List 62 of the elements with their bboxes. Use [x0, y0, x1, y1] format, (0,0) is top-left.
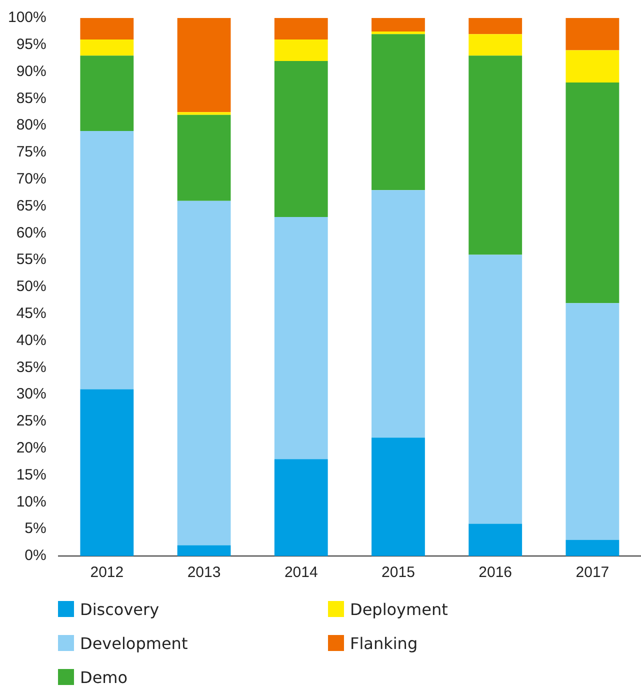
x-tick-label: 2015: [382, 564, 415, 582]
y-tick-label: 45%: [16, 305, 46, 322]
bar: [274, 40, 328, 62]
y-tick-label: 50%: [16, 278, 46, 296]
y-tick-label: 40%: [16, 332, 46, 349]
y-tick-label: 35%: [16, 358, 46, 376]
y-tick-label: 20%: [16, 440, 46, 457]
bar: [177, 545, 231, 556]
bar: [177, 112, 231, 115]
bar: [80, 130, 134, 390]
bar: [566, 50, 620, 83]
bar: [80, 389, 134, 556]
legend-label: Demo: [80, 668, 128, 686]
bar: [80, 56, 134, 131]
legend-label: Development: [80, 634, 188, 652]
bar: [274, 18, 328, 40]
bar: [566, 18, 620, 50]
bar: [274, 61, 328, 218]
bar: [80, 18, 134, 40]
x-tick-label: 2012: [90, 564, 124, 582]
bar: [177, 114, 231, 201]
y-tick-label: 60%: [16, 224, 46, 242]
bar: [468, 254, 522, 524]
bar: [372, 438, 425, 556]
bar: [566, 303, 620, 540]
y-tick-label: 85%: [16, 90, 46, 107]
bar: [468, 34, 522, 56]
bar: [566, 540, 620, 556]
y-tick-label: 30%: [16, 386, 46, 403]
bar: [177, 200, 231, 546]
y-tick-label: 80%: [16, 116, 46, 134]
bar: [372, 18, 425, 32]
bar: [468, 18, 522, 34]
y-tick-label: 25%: [16, 412, 46, 430]
y-tick-label: 0%: [24, 547, 46, 564]
bar: [468, 56, 522, 255]
bar: [274, 459, 328, 556]
y-tick-label: 95%: [16, 36, 46, 54]
bar: [177, 18, 231, 112]
bar: [372, 190, 425, 438]
bar: [372, 31, 425, 34]
legend-label: Deployment: [350, 600, 448, 618]
y-tick-label: 65%: [16, 197, 46, 214]
x-tick-label: 2014: [284, 564, 318, 582]
y-tick-label: 10%: [16, 493, 46, 510]
x-tick-label: 2013: [187, 564, 221, 582]
x-tick-label: 2016: [478, 564, 512, 582]
y-tick-label: 90%: [16, 62, 46, 80]
bar: [274, 217, 328, 460]
y-tick-label: 75%: [16, 144, 46, 161]
legend-label: Discovery: [80, 600, 160, 618]
y-tick-label: 15%: [16, 466, 46, 484]
y-tick-label: 70%: [16, 170, 46, 188]
y-tick-label: 55%: [16, 251, 46, 268]
y-tick-label: 100%: [8, 9, 46, 26]
legend-label: Flanking: [350, 634, 418, 652]
bar: [80, 40, 134, 56]
bar: [566, 82, 620, 304]
bar: [468, 524, 522, 556]
y-tick-label: 5%: [24, 520, 46, 538]
x-tick-label: 2017: [576, 564, 610, 582]
bar: [372, 34, 425, 190]
